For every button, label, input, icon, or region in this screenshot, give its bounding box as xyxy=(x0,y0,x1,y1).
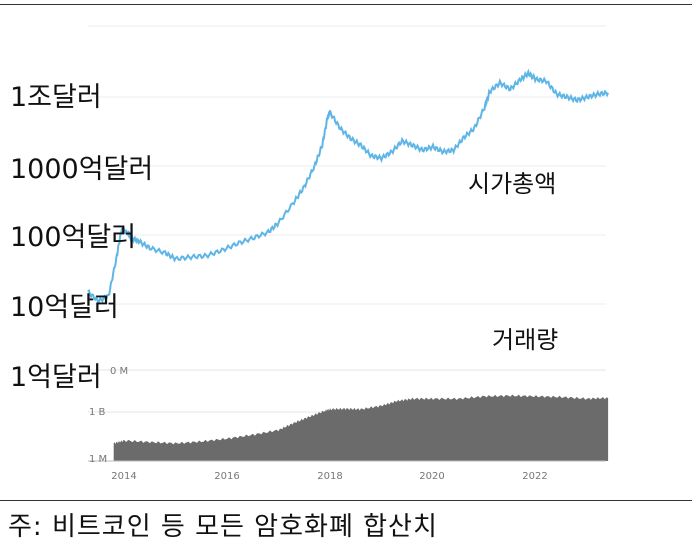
volume-area xyxy=(113,394,609,461)
y-label-100-million: 1억달러 xyxy=(10,362,102,393)
y-label-100-billion: 1000억달러 xyxy=(10,154,153,185)
x-tick-2022: 2022 xyxy=(522,471,547,482)
crypto-market-chart: 0 M 1 B 1 M 2014 2016 2018 2020 2022 1조달… xyxy=(10,25,610,482)
x-tick-2020: 2020 xyxy=(419,471,444,482)
top-rule xyxy=(0,4,692,5)
y-label-1-trillion: 1조달러 xyxy=(10,82,102,113)
x-tick-2016: 2016 xyxy=(214,471,239,482)
bottom-rule xyxy=(0,500,692,501)
y-label-10-billion: 100억달러 xyxy=(10,222,136,253)
x-tick-2014: 2014 xyxy=(111,471,136,482)
volume-tick-partial: 0 M xyxy=(110,366,128,377)
gridlines xyxy=(88,25,606,305)
footnote: 주: 비트코인 등 모든 암호화폐 합산치 xyxy=(8,512,438,542)
y-label-1-billion: 10억달러 xyxy=(10,292,119,323)
volume-tick-1b: 1 B xyxy=(89,407,106,418)
market-cap-line xyxy=(87,68,610,306)
x-tick-2018: 2018 xyxy=(317,471,342,482)
volume-tick-1m: 1 M xyxy=(89,454,107,465)
volume-annotation: 거래량 xyxy=(492,326,558,354)
market-cap-annotation: 시가총액 xyxy=(468,170,556,198)
